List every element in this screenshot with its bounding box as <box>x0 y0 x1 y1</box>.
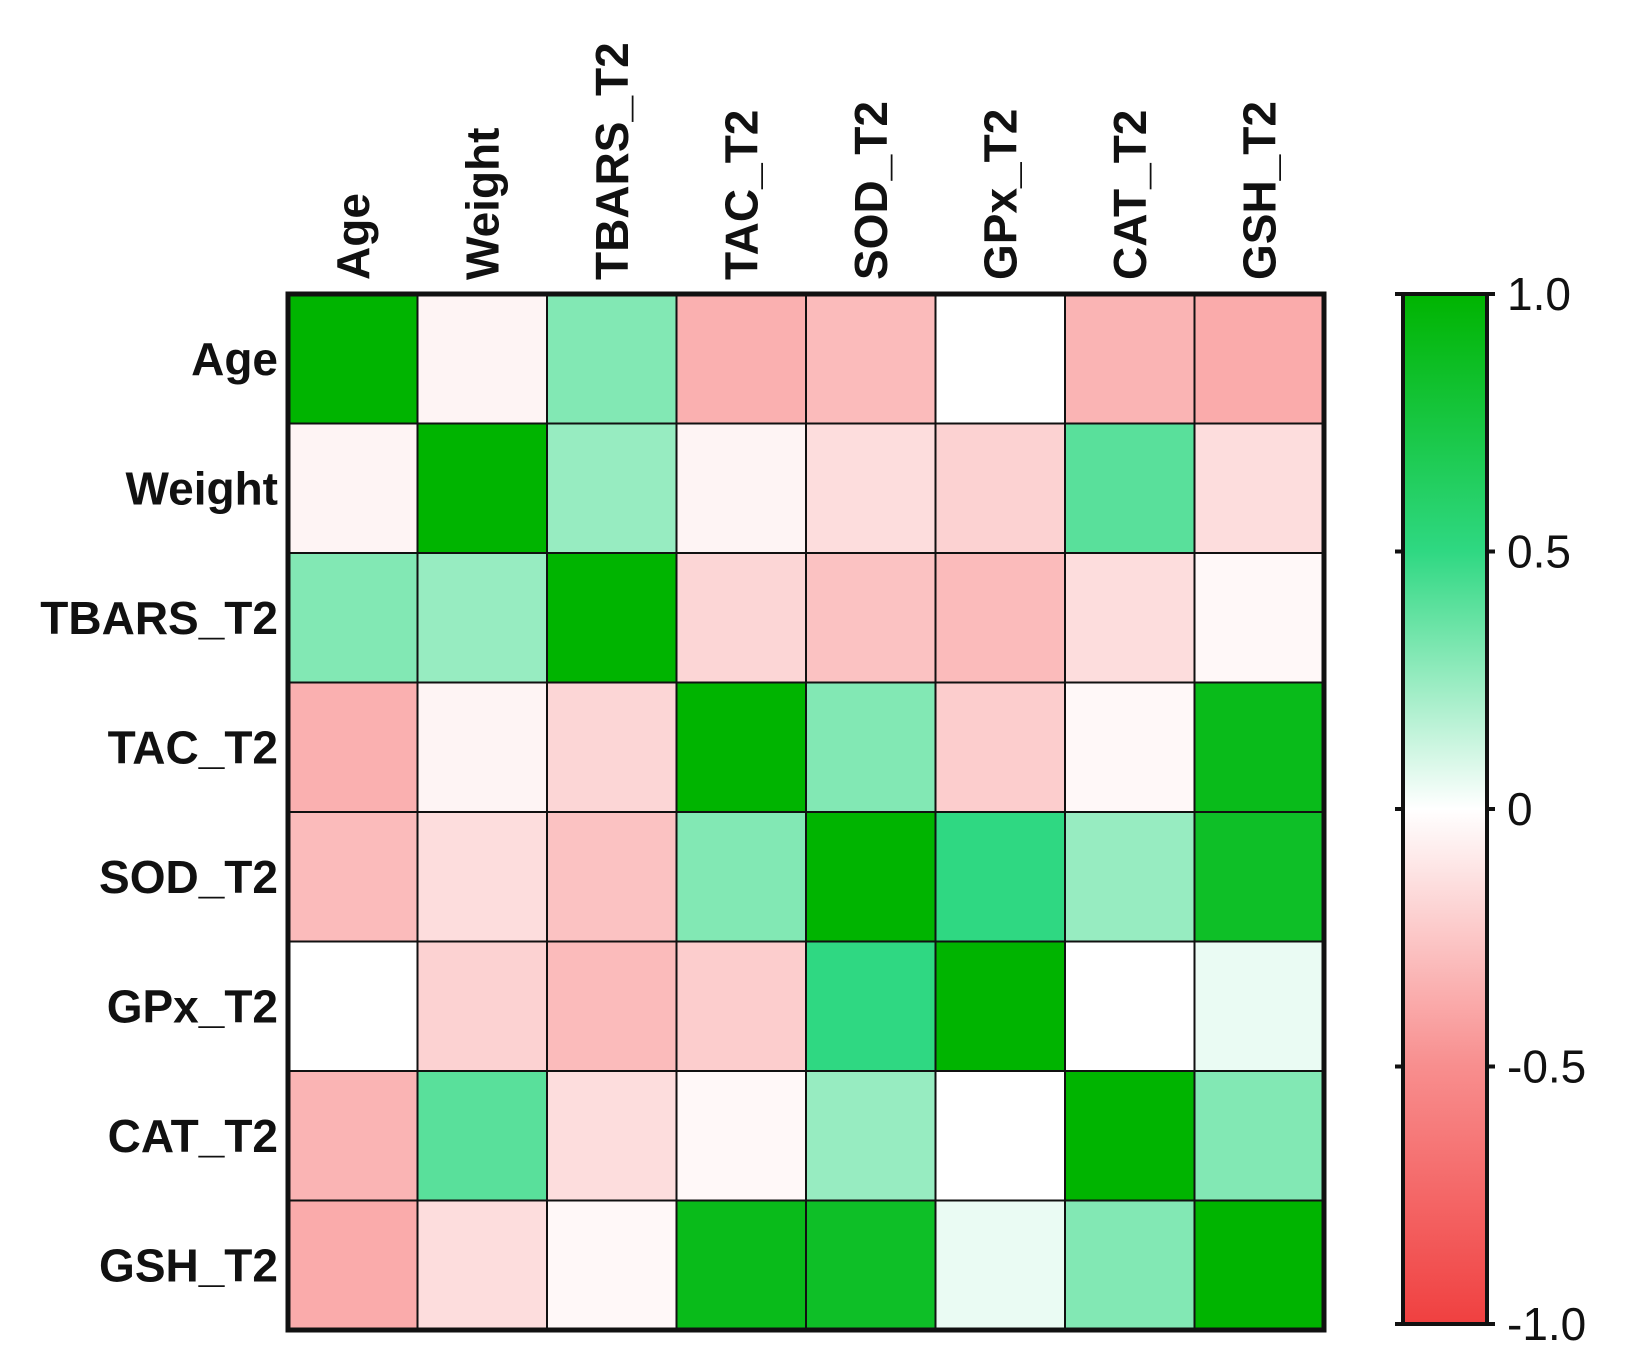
heatmap-cell-Age-CAT_T2 <box>1064 293 1196 425</box>
heatmap-cell-SOD_T2-Weight <box>416 811 548 943</box>
colorbar-tick-label: 0 <box>1507 783 1533 835</box>
row-label-Age: Age <box>191 333 278 385</box>
heatmap-cell-GSH_T2-GSH_T2 <box>1193 1199 1325 1331</box>
column-label-SOD_T2: SOD_T2 <box>845 101 897 280</box>
column-labels: Age Weight TBARS_T2 TAC_T2 SOD_T2 GPx_T2 CAT_T… <box>327 42 1286 280</box>
row-label-GPx_T2: GPx_T2 <box>107 980 278 1032</box>
heatmap-cell-CAT_T2-GPx_T2 <box>934 1070 1066 1202</box>
heatmap-cell-Age-GSH_T2 <box>1193 293 1325 425</box>
heatmap-cell-TBARS_T2-GPx_T2 <box>934 552 1066 684</box>
heatmap-cell-GPx_T2-GPx_T2 <box>934 940 1066 1072</box>
column-label-CAT_T2: CAT_T2 <box>1104 110 1156 280</box>
heatmap-cell-GPx_T2-SOD_T2 <box>805 940 937 1072</box>
row-label-GSH_T2: GSH_T2 <box>99 1239 278 1291</box>
heatmap-cell-Age-Age <box>287 293 419 425</box>
heatmap-cell-TBARS_T2-TAC_T2 <box>675 552 807 684</box>
heatmap-cells <box>287 293 1325 1331</box>
heatmap-cell-Weight-GPx_T2 <box>934 422 1066 554</box>
heatmap-cell-GSH_T2-CAT_T2 <box>1064 1199 1196 1331</box>
heatmap-cell-TBARS_T2-Weight <box>416 552 548 684</box>
heatmap-cell-Weight-Age <box>287 422 419 554</box>
heatmap-cell-CAT_T2-SOD_T2 <box>805 1070 937 1202</box>
heatmap-cell-GPx_T2-GSH_T2 <box>1193 940 1325 1072</box>
heatmap-cell-Age-GPx_T2 <box>934 293 1066 425</box>
heatmap-cell-SOD_T2-GSH_T2 <box>1193 811 1325 943</box>
heatmap-cell-TAC_T2-CAT_T2 <box>1064 681 1196 813</box>
heatmap-cell-GPx_T2-Age <box>287 940 419 1072</box>
row-label-TBARS_T2: TBARS_T2 <box>40 592 278 644</box>
colorbar: 1.0 0.5 0 -0.5 -1.0 <box>1395 268 1586 1350</box>
heatmap-cell-CAT_T2-TBARS_T2 <box>546 1070 678 1202</box>
heatmap-cell-Age-SOD_T2 <box>805 293 937 425</box>
row-labels: Age Weight TBARS_T2 TAC_T2 SOD_T2 GPx_T2 CAT_T… <box>40 333 278 1292</box>
colorbar-tick-label: -0.5 <box>1507 1041 1586 1093</box>
row-label-CAT_T2: CAT_T2 <box>108 1110 278 1162</box>
heatmap-cell-TAC_T2-Weight <box>416 681 548 813</box>
heatmap-cell-Weight-SOD_T2 <box>805 422 937 554</box>
colorbar-ticks: 1.0 0.5 0 -0.5 -1.0 <box>1395 268 1586 1350</box>
heatmap-cell-CAT_T2-TAC_T2 <box>675 1070 807 1202</box>
heatmap-cell-Age-Weight <box>416 293 548 425</box>
row-label-SOD_T2: SOD_T2 <box>99 851 278 903</box>
colorbar-tick-label: 0.5 <box>1507 526 1571 578</box>
heatmap-cell-TAC_T2-TBARS_T2 <box>546 681 678 813</box>
column-label-TBARS_T2: TBARS_T2 <box>586 42 638 280</box>
heatmap-cell-GPx_T2-Weight <box>416 940 548 1072</box>
heatmap-cell-Age-TBARS_T2 <box>546 293 678 425</box>
heatmap-cell-TAC_T2-TAC_T2 <box>675 681 807 813</box>
column-label-TAC_T2: TAC_T2 <box>715 110 767 280</box>
column-label-GPx_T2: GPx_T2 <box>974 109 1026 280</box>
heatmap-frame <box>285 291 1327 1333</box>
heatmap-cell-GPx_T2-TBARS_T2 <box>546 940 678 1072</box>
row-label-TAC_T2: TAC_T2 <box>108 721 278 773</box>
heatmap-cell-SOD_T2-CAT_T2 <box>1064 811 1196 943</box>
heatmap-cell-TBARS_T2-Age <box>287 552 419 684</box>
colorbar-bar <box>1401 292 1489 1326</box>
heatmap-cell-Age-TAC_T2 <box>675 293 807 425</box>
heatmap-cell-TAC_T2-SOD_T2 <box>805 681 937 813</box>
heatmap-cell-Weight-TAC_T2 <box>675 422 807 554</box>
row-label-Weight: Weight <box>126 462 278 514</box>
heatmap-cell-TBARS_T2-TBARS_T2 <box>546 552 678 684</box>
heatmap-cell-CAT_T2-Weight <box>416 1070 548 1202</box>
column-label-Weight: Weight <box>456 128 508 280</box>
heatmap-cell-GPx_T2-TAC_T2 <box>675 940 807 1072</box>
heatmap-cell-SOD_T2-GPx_T2 <box>934 811 1066 943</box>
column-label-GSH_T2: GSH_T2 <box>1233 101 1285 280</box>
heatmap-cell-GSH_T2-TAC_T2 <box>675 1199 807 1331</box>
heatmap-cell-TAC_T2-Age <box>287 681 419 813</box>
heatmap-cell-TBARS_T2-CAT_T2 <box>1064 552 1196 684</box>
colorbar-tick-label: -1.0 <box>1507 1298 1586 1350</box>
heatmap-cell-SOD_T2-Age <box>287 811 419 943</box>
heatmap-cell-GSH_T2-SOD_T2 <box>805 1199 937 1331</box>
column-label-Age: Age <box>327 193 379 280</box>
heatmap-cell-Weight-Weight <box>416 422 548 554</box>
heatmap-cell-GSH_T2-Weight <box>416 1199 548 1331</box>
heatmap-cell-SOD_T2-SOD_T2 <box>805 811 937 943</box>
heatmap-cell-TAC_T2-GPx_T2 <box>934 681 1066 813</box>
heatmap-cell-SOD_T2-TAC_T2 <box>675 811 807 943</box>
heatmap-cell-CAT_T2-Age <box>287 1070 419 1202</box>
heatmap-cell-GSH_T2-Age <box>287 1199 419 1331</box>
colorbar-tick-label: 1.0 <box>1507 268 1571 320</box>
heatmap-cell-CAT_T2-CAT_T2 <box>1064 1070 1196 1202</box>
heatmap-cell-Weight-TBARS_T2 <box>546 422 678 554</box>
heatmap-cell-Weight-CAT_T2 <box>1064 422 1196 554</box>
heatmap-cell-GSH_T2-GPx_T2 <box>934 1199 1066 1331</box>
heatmap-cell-GSH_T2-TBARS_T2 <box>546 1199 678 1331</box>
heatmap-cell-CAT_T2-GSH_T2 <box>1193 1070 1325 1202</box>
heatmap-cell-Weight-GSH_T2 <box>1193 422 1325 554</box>
heatmap-cell-GPx_T2-CAT_T2 <box>1064 940 1196 1072</box>
heatmap-cell-TBARS_T2-SOD_T2 <box>805 552 937 684</box>
heatmap-cell-TBARS_T2-GSH_T2 <box>1193 552 1325 684</box>
heatmap-cell-SOD_T2-TBARS_T2 <box>546 811 678 943</box>
heatmap-cell-TAC_T2-GSH_T2 <box>1193 681 1325 813</box>
